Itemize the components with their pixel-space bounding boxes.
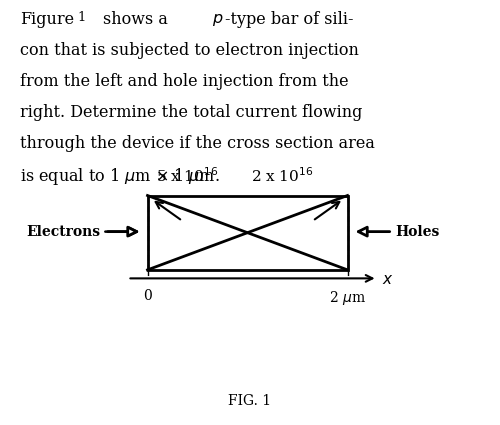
Text: 0: 0: [143, 289, 152, 303]
Text: Figure: Figure: [20, 11, 74, 28]
Text: through the device if the cross section area: through the device if the cross section …: [20, 135, 375, 152]
Text: is equal to 1 $\mu$m $\times$ 1 $\mu$m.: is equal to 1 $\mu$m $\times$ 1 $\mu$m.: [20, 166, 220, 187]
Text: $p$: $p$: [212, 11, 224, 28]
Text: from the left and hole injection from the: from the left and hole injection from th…: [20, 73, 348, 90]
Text: Electrons: Electrons: [26, 225, 100, 238]
Text: con that is subjected to electron injection: con that is subjected to electron inject…: [20, 42, 359, 59]
Text: right. Determine the total current flowing: right. Determine the total current flowi…: [20, 104, 362, 121]
Text: $x$: $x$: [382, 274, 394, 287]
Text: 1: 1: [78, 11, 86, 24]
Text: -type bar of sili-: -type bar of sili-: [225, 11, 354, 28]
Text: Holes: Holes: [395, 225, 440, 238]
Text: shows a: shows a: [102, 11, 168, 28]
Text: 2 $\mu$m: 2 $\mu$m: [329, 289, 366, 307]
Text: 2 x 10$^{16}$: 2 x 10$^{16}$: [252, 166, 314, 185]
Bar: [148, 196, 348, 270]
Text: 5 x 10$^{16}$: 5 x 10$^{16}$: [156, 166, 218, 185]
Text: FIG. 1: FIG. 1: [228, 394, 272, 408]
